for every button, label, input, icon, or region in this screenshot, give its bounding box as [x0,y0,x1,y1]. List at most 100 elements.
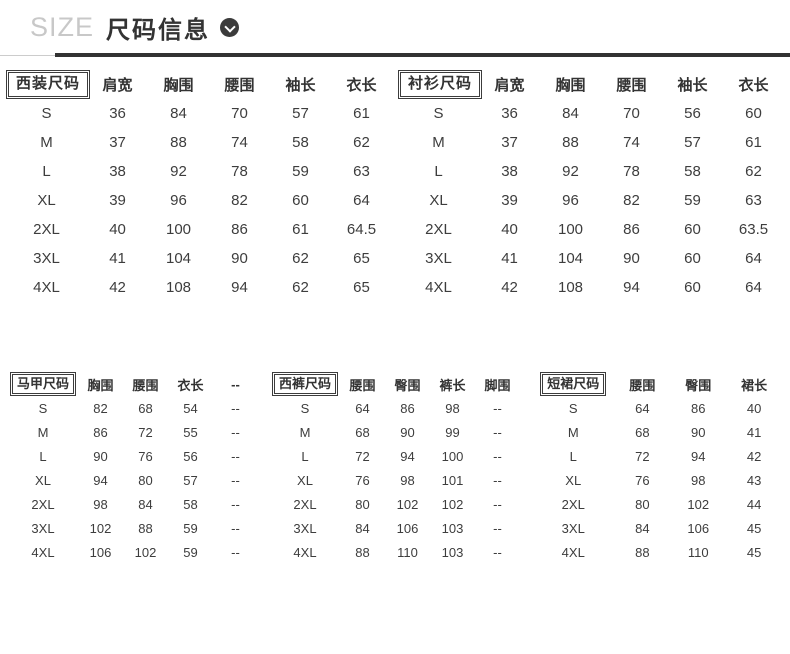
value-cell: -- [493,424,502,440]
value-cell: 92 [562,163,579,180]
value-cell: 42 [501,279,518,296]
size-cell: S [300,400,310,416]
value-cell: 72 [635,448,650,464]
value-cell: 56 [684,105,701,122]
size-cell: 4XL [561,544,585,560]
column-header: 腰围 [224,77,255,94]
value-cell: 64 [745,250,762,267]
size-cell: L [42,163,51,180]
value-cell: 78 [623,163,640,180]
value-cell: 100 [558,221,584,238]
value-cell: 68 [138,400,153,416]
value-cell: 74 [231,134,248,151]
table-header-row: 衬衫尺码 肩宽 胸围 腰围 袖长 衣长 [398,70,784,99]
value-cell: 64 [635,400,650,416]
value-cell: -- [493,472,502,488]
table-header-row: 西裤尺码 腰围 臀围 裤长 脚围 [270,372,520,397]
value-cell: 106 [89,544,112,560]
value-cell: 62 [292,279,309,296]
value-cell: 90 [400,424,415,440]
table-label-box: 马甲尺码 [9,372,76,397]
table-row: 2XL 80 102 102 -- [270,492,520,516]
value-cell: 58 [684,163,701,180]
size-cell: XL [297,472,313,488]
table-row: 4XL 42 108 94 62 65 [6,273,392,302]
value-cell: 110 [397,544,418,560]
size-cell: XL [37,192,56,209]
table-label-cell: 马甲尺码 [8,372,78,397]
value-cell: 57 [183,472,198,488]
size-cell: 4XL [425,279,452,296]
top-tables-section: 西装尺码 肩宽 胸围 腰围 袖长 衣长 S 36 84 70 57 61 M 37 88 74 58 62 L 38 9… [0,56,790,302]
value-cell: 44 [746,496,762,512]
column-header: 腰围 [349,377,376,393]
table-label-cell: 西装尺码 [6,70,91,99]
value-cell: 108 [166,279,192,296]
value-cell: 110 [687,544,709,560]
size-cell: XL [429,192,448,209]
value-cell: 60 [684,221,701,238]
value-cell: -- [493,448,502,464]
value-cell: 106 [687,520,710,536]
value-cell: 37 [501,134,518,151]
table-row: L 72 94 42 [532,444,782,468]
value-cell: 65 [353,279,370,296]
value-cell: 40 [501,221,518,238]
value-cell: 104 [166,250,192,267]
value-cell: 80 [635,496,650,512]
column-header: 胸围 [87,377,114,393]
value-cell: 99 [445,424,460,440]
size-cell: 2XL [425,221,452,238]
size-cell: M [37,424,49,440]
value-cell: 61 [745,134,762,151]
value-cell: 63 [353,163,370,180]
value-cell: 68 [635,424,650,440]
value-cell: 103 [441,544,464,560]
size-cell: 2XL [31,496,55,512]
chevron-down-icon[interactable] [220,18,240,37]
value-cell: 86 [691,400,706,416]
value-cell: 61 [292,221,309,238]
table-row: XL 76 98 43 [532,468,782,492]
value-cell: 38 [109,163,126,180]
table-header-row: 西装尺码 肩宽 胸围 腰围 袖长 衣长 [6,70,392,99]
table-row: M 68 90 41 [532,420,782,444]
column-header: 腰围 [629,377,656,393]
value-cell: 103 [441,520,464,536]
value-cell: 102 [134,544,157,560]
value-cell: 76 [138,448,153,464]
table-row: 2XL 98 84 58 -- [8,492,258,516]
table-row: 4XL 88 110 45 [532,540,782,564]
value-cell: 98 [691,472,706,488]
size-cell: L [434,163,443,180]
value-cell: 64 [355,400,370,416]
size-cell: L [301,448,309,464]
column-header: 衣长 [346,77,377,94]
column-header: 臀围 [394,377,421,393]
table-row: 3XL 84 106 45 [532,516,782,540]
size-cell: S [38,400,48,416]
value-cell: 88 [170,134,187,151]
value-cell: 100 [166,221,192,238]
value-cell: -- [493,544,502,560]
column-header: 袖长 [285,77,316,94]
value-cell: 54 [183,400,198,416]
value-cell: 63.5 [738,221,769,238]
value-cell: -- [231,520,240,536]
size-cell: S [433,105,444,122]
value-cell: 62 [745,163,762,180]
table-row: S 36 84 70 56 60 [398,99,784,128]
value-cell: 86 [623,221,640,238]
value-cell: 76 [635,472,650,488]
size-cell: M [432,134,445,151]
size-cell: L [569,448,577,464]
value-cell: 58 [183,496,198,512]
value-cell: 86 [231,221,248,238]
size-cell: 4XL [33,279,60,296]
value-cell: 72 [355,448,370,464]
value-cell: 55 [183,424,198,440]
column-header: 裤长 [439,377,466,393]
value-cell: 40 [109,221,126,238]
value-cell: 38 [501,163,518,180]
table-row: L 72 94 100 -- [270,444,520,468]
